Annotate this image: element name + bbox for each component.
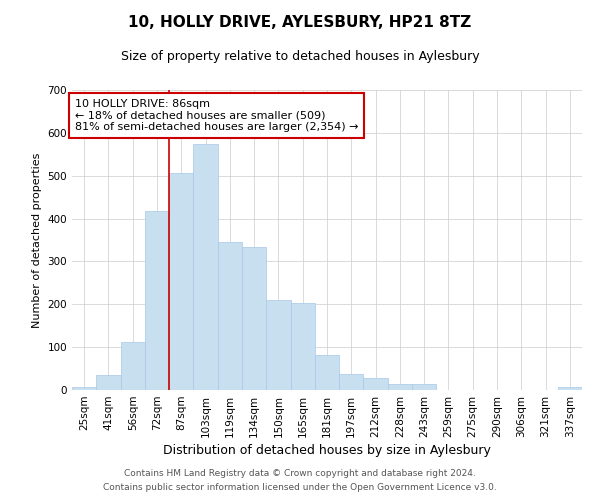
Bar (193, 144, 218, 390)
Bar (266, 300, 290, 390)
Y-axis label: Number of detached properties: Number of detached properties (32, 152, 42, 328)
Bar (96, 375, 121, 390)
Bar (558, 388, 582, 390)
Bar (145, 211, 169, 390)
Text: 10 HOLLY DRIVE: 86sqm
← 18% of detached houses are smaller (509)
81% of semi-det: 10 HOLLY DRIVE: 86sqm ← 18% of detached … (74, 99, 358, 132)
Bar (121, 342, 145, 390)
Text: Contains HM Land Registry data © Crown copyright and database right 2024.: Contains HM Land Registry data © Crown c… (124, 468, 476, 477)
Bar (412, 384, 436, 390)
Bar (339, 374, 364, 390)
Bar (315, 355, 339, 390)
X-axis label: Distribution of detached houses by size in Aylesbury: Distribution of detached houses by size … (163, 444, 491, 457)
Bar (242, 248, 266, 390)
Text: Contains public sector information licensed under the Open Government Licence v3: Contains public sector information licen… (103, 484, 497, 492)
Bar (72, 386, 96, 390)
Bar (290, 303, 315, 390)
Bar (364, 378, 388, 390)
Bar (169, 172, 193, 390)
Text: Size of property relative to detached houses in Aylesbury: Size of property relative to detached ho… (121, 50, 479, 63)
Bar (388, 384, 412, 390)
Bar (218, 242, 242, 390)
Text: 10, HOLLY DRIVE, AYLESBURY, HP21 8TZ: 10, HOLLY DRIVE, AYLESBURY, HP21 8TZ (128, 15, 472, 30)
